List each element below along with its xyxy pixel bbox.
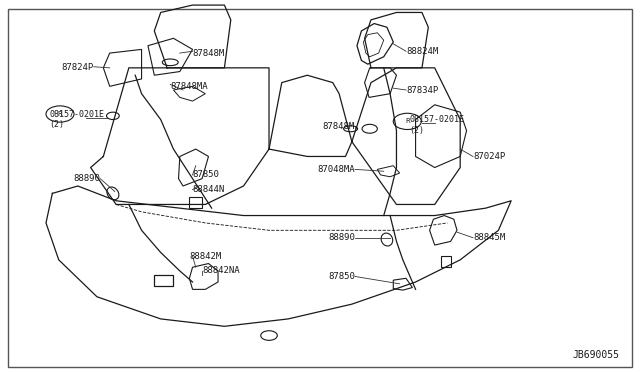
Text: 87834P: 87834P	[406, 86, 438, 94]
Text: 87824P: 87824P	[61, 63, 94, 72]
Text: 08157-0201E
(2): 08157-0201E (2)	[409, 115, 464, 135]
Text: 87024P: 87024P	[473, 152, 505, 161]
Text: 87850: 87850	[193, 170, 220, 179]
Text: 88842NA: 88842NA	[202, 266, 240, 275]
Text: R: R	[405, 118, 410, 124]
Text: 87848M: 87848M	[193, 49, 225, 58]
Text: 88845M: 88845M	[473, 233, 505, 242]
Text: 87848MA: 87848MA	[170, 82, 208, 91]
Text: 88844N: 88844N	[193, 185, 225, 194]
Text: 88890: 88890	[74, 174, 100, 183]
Text: JB690055: JB690055	[573, 350, 620, 359]
Text: 87048MA: 87048MA	[317, 165, 355, 174]
Text: 88890: 88890	[328, 233, 355, 242]
Text: 88824M: 88824M	[406, 47, 438, 56]
Text: 87850: 87850	[328, 272, 355, 281]
Text: 88842M: 88842M	[189, 251, 221, 261]
Text: R: R	[58, 111, 62, 117]
Text: 87848M: 87848M	[323, 122, 355, 131]
Text: 08157-0201E
(2): 08157-0201E (2)	[49, 110, 104, 129]
